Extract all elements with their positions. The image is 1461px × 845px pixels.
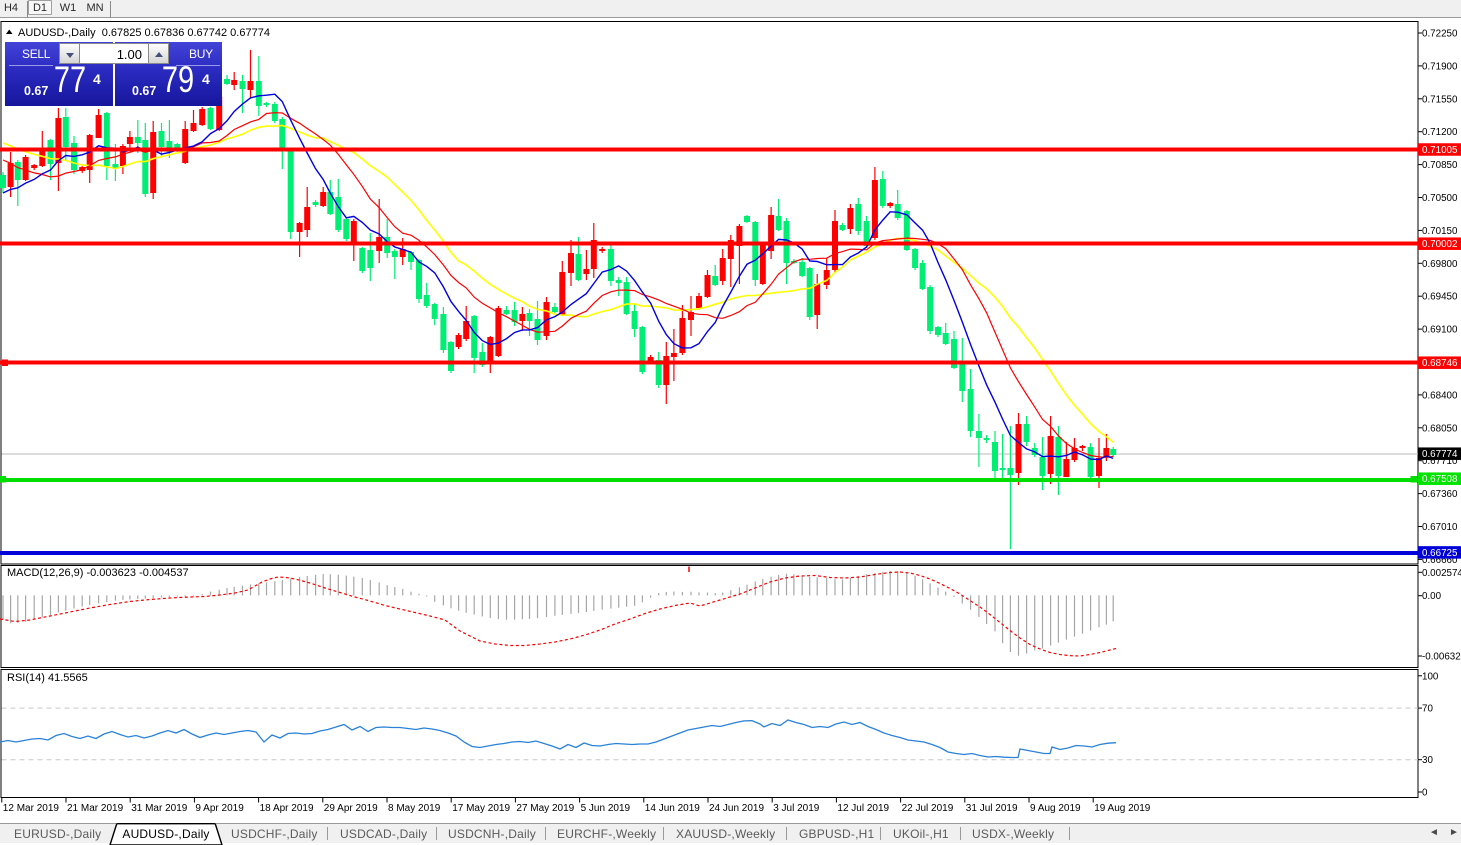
svg-text:0.002574: 0.002574 bbox=[1422, 568, 1461, 579]
svg-text:0.71900: 0.71900 bbox=[1422, 61, 1458, 72]
svg-text:0.00: 0.00 bbox=[1422, 591, 1442, 602]
svg-text:31 Jul 2019: 31 Jul 2019 bbox=[966, 803, 1018, 814]
svg-text:0.69450: 0.69450 bbox=[1422, 292, 1458, 303]
svg-text:0.67710: 0.67710 bbox=[1422, 456, 1458, 467]
svg-text:0.66660: 0.66660 bbox=[1422, 555, 1458, 566]
svg-text:0.71200: 0.71200 bbox=[1422, 127, 1458, 138]
svg-text:27 May 2019: 27 May 2019 bbox=[516, 803, 574, 814]
svg-text:0.71005: 0.71005 bbox=[1422, 145, 1458, 156]
svg-text:0.69100: 0.69100 bbox=[1422, 325, 1458, 336]
svg-text:0.70150: 0.70150 bbox=[1422, 226, 1458, 237]
svg-text:0.67774: 0.67774 bbox=[1422, 449, 1458, 460]
svg-text:0.68746: 0.68746 bbox=[1422, 358, 1458, 369]
svg-text:70: 70 bbox=[1422, 704, 1433, 715]
svg-text:5 Jun 2019: 5 Jun 2019 bbox=[581, 803, 631, 814]
svg-text:9 Aug 2019: 9 Aug 2019 bbox=[1030, 803, 1081, 814]
svg-text:24 Jun 2019: 24 Jun 2019 bbox=[709, 803, 764, 814]
svg-text:AUDUSD-,Daily 0.67825 0.67836: AUDUSD-,Daily 0.67825 0.67836 0.67742 0.… bbox=[18, 27, 270, 39]
svg-text:21 Mar 2019: 21 Mar 2019 bbox=[67, 803, 124, 814]
svg-text:3 Jul 2019: 3 Jul 2019 bbox=[773, 803, 820, 814]
svg-text:14 Jun 2019: 14 Jun 2019 bbox=[645, 803, 700, 814]
svg-text:100: 100 bbox=[1422, 671, 1439, 682]
svg-text:0.67010: 0.67010 bbox=[1422, 522, 1458, 533]
svg-text:31 Mar 2019: 31 Mar 2019 bbox=[131, 803, 188, 814]
svg-text:22 Jul 2019: 22 Jul 2019 bbox=[902, 803, 954, 814]
svg-text:0.72250: 0.72250 bbox=[1422, 29, 1458, 40]
svg-text:0.69800: 0.69800 bbox=[1422, 259, 1458, 270]
svg-text:0.67508: 0.67508 bbox=[1422, 474, 1458, 485]
svg-text:17 May 2019: 17 May 2019 bbox=[452, 803, 510, 814]
svg-text:18 Apr 2019: 18 Apr 2019 bbox=[260, 803, 314, 814]
svg-text:0.71550: 0.71550 bbox=[1422, 94, 1458, 105]
svg-text:8 May 2019: 8 May 2019 bbox=[388, 803, 441, 814]
svg-text:0.70850: 0.70850 bbox=[1422, 160, 1458, 171]
svg-text:0.70002: 0.70002 bbox=[1422, 239, 1457, 250]
svg-text:0: 0 bbox=[1422, 788, 1428, 799]
svg-text:19 Aug 2019: 19 Aug 2019 bbox=[1094, 803, 1151, 814]
svg-text:0.70500: 0.70500 bbox=[1422, 193, 1458, 204]
svg-text:29 Apr 2019: 29 Apr 2019 bbox=[324, 803, 378, 814]
svg-text:30: 30 bbox=[1422, 755, 1433, 766]
svg-text:MACD(12,26,9) -0.003623 -0.004: MACD(12,26,9) -0.003623 -0.004537 bbox=[7, 567, 189, 579]
svg-text:12 Mar 2019: 12 Mar 2019 bbox=[3, 803, 60, 814]
svg-text:12 Jul 2019: 12 Jul 2019 bbox=[837, 803, 889, 814]
svg-text:0.68050: 0.68050 bbox=[1422, 423, 1458, 434]
svg-text:0.66725: 0.66725 bbox=[1422, 548, 1458, 559]
svg-text:0.68400: 0.68400 bbox=[1422, 390, 1458, 401]
svg-text:-0.006326: -0.006326 bbox=[1422, 652, 1461, 663]
svg-text:RSI(14) 41.5565: RSI(14) 41.5565 bbox=[7, 672, 88, 684]
svg-text:9 Apr 2019: 9 Apr 2019 bbox=[195, 803, 244, 814]
svg-text:0.67360: 0.67360 bbox=[1422, 489, 1458, 500]
